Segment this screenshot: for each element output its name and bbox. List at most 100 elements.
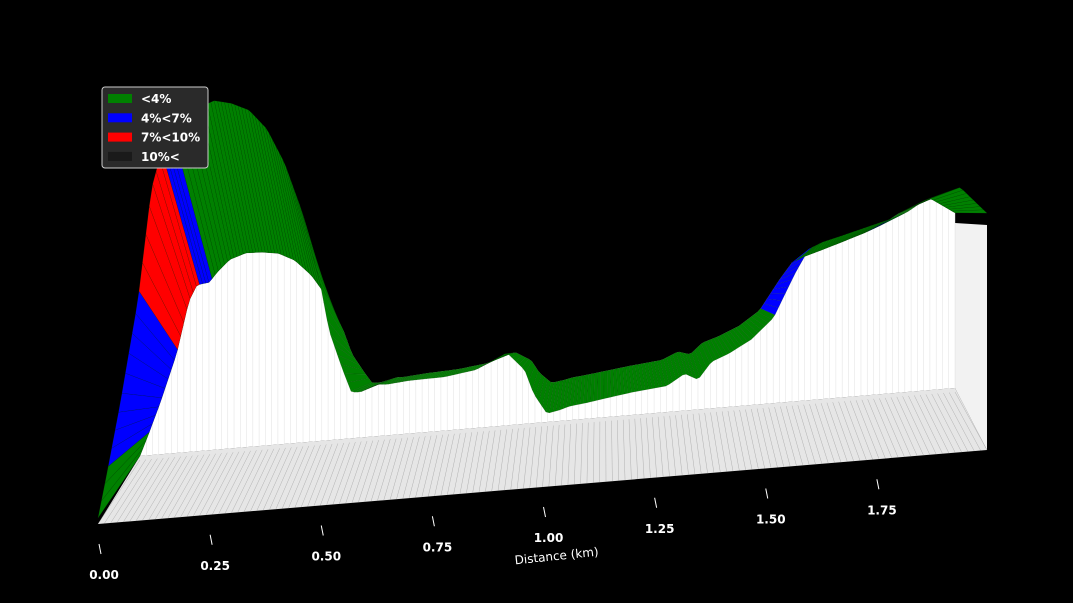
base-hatch-line — [135, 456, 176, 521]
base-hatch-line — [542, 425, 548, 488]
x-tick-label: 1.25 — [645, 522, 675, 536]
base-hatch-line — [809, 404, 829, 464]
x-tick-label: 1.50 — [756, 513, 786, 527]
base-hatch-line — [774, 406, 791, 467]
base-hatch-line — [237, 449, 269, 513]
base-hatch-line — [815, 403, 835, 463]
base-hatch-line — [516, 427, 525, 490]
base-hatch-line — [669, 415, 677, 476]
base-hatch-line — [797, 405, 816, 465]
base-hatch-line — [617, 420, 619, 481]
base-hatch-line — [224, 450, 257, 514]
base-hatch-line — [339, 441, 362, 504]
ribbon-segment — [951, 209, 988, 214]
base-hatch-line — [698, 413, 708, 474]
base-hatch-line — [692, 413, 702, 474]
base-hatch-line — [535, 426, 542, 488]
base-hatch-line — [943, 392, 975, 452]
base-hatch-line — [104, 459, 147, 524]
base-hatch-line — [377, 438, 397, 501]
base-hatch-line — [345, 440, 368, 504]
x-tick-label: 0.50 — [311, 550, 341, 564]
base-hatch-line — [332, 441, 356, 505]
base-hatch-line — [383, 438, 403, 501]
x-tick-label: 0.25 — [200, 559, 230, 573]
base-hatch-line — [320, 442, 344, 506]
base-hatch-line — [205, 451, 240, 516]
base-hatch-line — [879, 398, 905, 457]
base-hatch-line — [652, 417, 658, 478]
base-hatch-line — [396, 437, 414, 500]
x-axis: 0.00 0.25 0.50 0.75 1.00 1.25 1.50 1.75 — [89, 479, 897, 582]
base-hatch-line — [580, 423, 583, 484]
legend-swatch — [108, 132, 132, 142]
base-hatch-line — [686, 414, 696, 475]
base-hatch-line — [408, 436, 426, 499]
base-hatch-line — [142, 456, 181, 521]
base-hatch-line — [948, 392, 981, 451]
legend-swatch — [108, 151, 132, 161]
base-hatch-line — [434, 434, 449, 497]
base-hatch-line — [427, 434, 443, 497]
x-tick — [431, 516, 435, 527]
base-hatch-line — [307, 443, 333, 507]
legend: <4% 4%<7% 7%<10% 10%< — [101, 86, 209, 169]
base-wall — [97, 223, 988, 525]
base-hatch-line — [326, 442, 350, 506]
base-hatch-line — [739, 409, 753, 470]
base-hatch-line — [275, 446, 304, 510]
base-hatch-line — [622, 419, 626, 481]
base-hatch-line — [167, 454, 205, 519]
base-hatch-line — [574, 423, 577, 485]
base-hatch-line — [756, 408, 772, 469]
base-hatch-line — [523, 427, 531, 489]
base-hatch-line — [250, 448, 280, 512]
base-hatch-line — [803, 404, 823, 464]
legend-label: 4%<7% — [141, 111, 192, 125]
base-hatch-line — [733, 410, 746, 471]
base-wall-end — [955, 223, 987, 450]
x-tick — [654, 497, 658, 508]
x-tick — [320, 525, 324, 536]
base-hatch-line — [593, 422, 595, 483]
base-hatch-line — [745, 409, 759, 470]
base-hatch-line — [212, 451, 246, 515]
base-hatch-line — [751, 408, 765, 469]
base-hatch-line — [611, 420, 613, 482]
base-hatch-line — [186, 453, 222, 517]
base-hatch-line — [919, 394, 950, 454]
base-hatch-line — [491, 429, 502, 492]
base-hatch-line — [161, 455, 199, 519]
base-hatch-line — [586, 422, 589, 484]
base-hatch-line — [389, 437, 409, 500]
base-hatch-line — [256, 447, 286, 511]
legend-label: <4% — [141, 92, 171, 106]
base-hatch-line — [466, 431, 478, 494]
x-tick — [876, 479, 880, 490]
base-hatch-line — [148, 455, 187, 520]
base-hatch-line — [529, 426, 537, 489]
base-hatch-line — [154, 455, 193, 520]
base-hatch-line — [116, 458, 158, 523]
base-hatch-line — [791, 405, 810, 465]
base-hatch-line — [867, 399, 892, 459]
base-hatch-line — [485, 430, 496, 492]
base-hatch-line — [199, 452, 234, 516]
x-tick-label: 1.00 — [534, 531, 564, 545]
x-tick — [765, 488, 769, 499]
base-hatch-line — [110, 458, 152, 524]
base-hatch-line — [838, 401, 861, 461]
base-hatch-line — [193, 452, 228, 517]
base-hatch-line — [478, 430, 490, 493]
base-hatch-line — [727, 410, 740, 471]
base-hatch-line — [762, 407, 778, 468]
base-hatch-line — [123, 457, 164, 523]
base-hatch-line — [890, 397, 918, 456]
base-hatch-line — [721, 411, 734, 472]
base-hatch-line — [937, 393, 969, 452]
base-hatch-line — [902, 396, 931, 455]
base-hatch-line — [710, 412, 721, 473]
profile-silhouette — [140, 198, 955, 456]
base-hatch-line — [231, 449, 263, 514]
base-hatch-line — [554, 425, 560, 486]
